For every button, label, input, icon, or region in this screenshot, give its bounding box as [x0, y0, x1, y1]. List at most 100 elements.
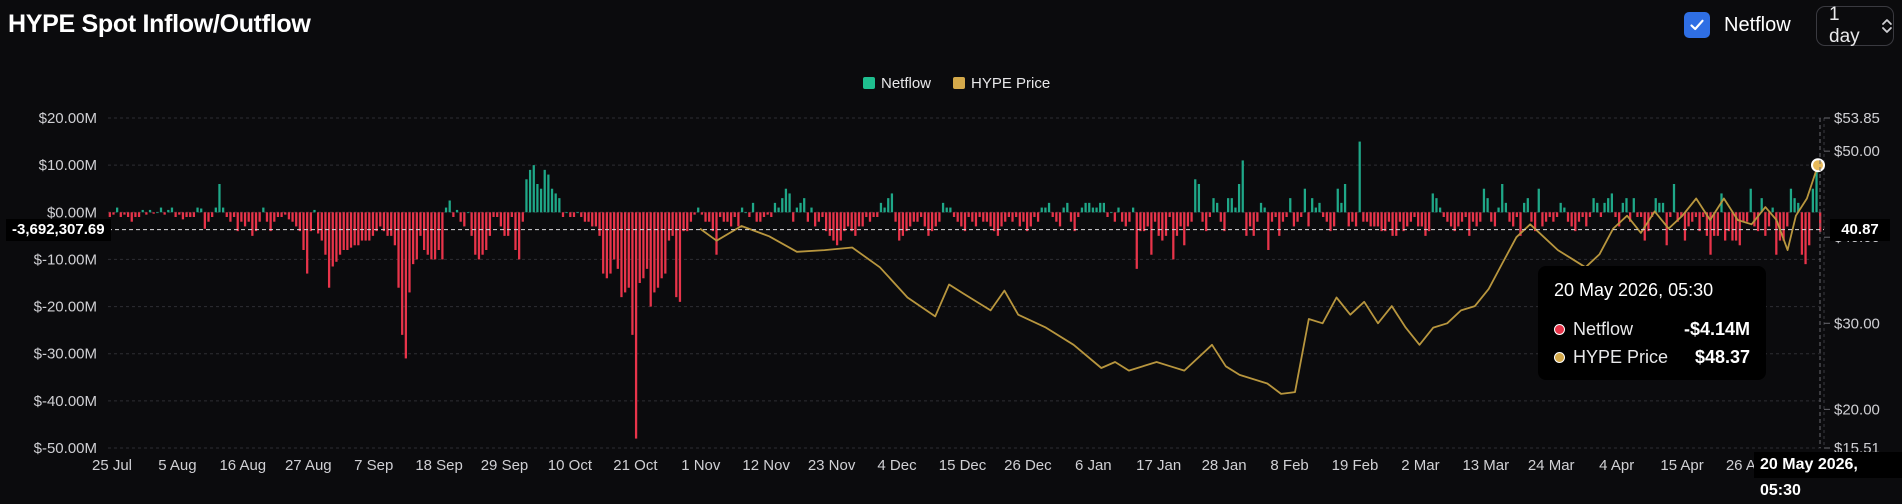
netflow-bar: [883, 207, 886, 213]
y-tick-label: $0.00M: [47, 204, 97, 221]
netflow-bar: [1205, 212, 1208, 232]
netflow-bar: [1080, 207, 1084, 213]
netflow-bar: [1099, 202, 1102, 213]
netflow-bar: [207, 212, 210, 222]
netflow-chart: Netflow HYPE Price $20.00M$10.00M$0.00M$…: [34, 75, 1880, 474]
netflow-bar: [729, 212, 733, 227]
netflow-bar: [1797, 202, 1800, 213]
netflow-bar: [375, 212, 378, 232]
netflow-bar: [404, 212, 407, 359]
netflow-bar: [1713, 212, 1716, 236]
netflow-bar: [1420, 212, 1423, 227]
netflow-bar: [1102, 202, 1106, 213]
netflow-bar: [898, 212, 901, 241]
netflow-bar: [1026, 212, 1029, 232]
netflow-bar: [565, 212, 568, 214]
tooltip-name: Netflow: [1573, 318, 1634, 339]
netflow-bar: [857, 212, 861, 227]
netflow-bar: [700, 212, 704, 215]
netflow-bar: [481, 212, 484, 255]
netflow-bar: [379, 212, 382, 227]
netflow-bar: [1300, 212, 1303, 217]
netflow-bar: [1248, 212, 1252, 227]
netflow-bar: [331, 212, 334, 267]
legend-item-hype-price[interactable]: HYPE Price: [953, 75, 1050, 92]
netflow-dot-icon: [1554, 323, 1565, 335]
netflow-bar: [963, 212, 967, 232]
netflow-bar: [1110, 212, 1113, 214]
netflow-bar: [887, 198, 890, 213]
x-axis: 25 Jul 5 Aug 16 Aug 27 Aug 7 Sep 18 Sep 29 Sep…: [92, 457, 1834, 474]
netflow-bar: [1756, 212, 1760, 232]
netflow-bar: [265, 212, 269, 222]
netflow-bar: [638, 212, 641, 283]
netflow-bar: [591, 212, 594, 227]
netflow-bar: [357, 212, 360, 246]
netflow-bar: [1058, 212, 1062, 227]
netflow-bar: [496, 212, 499, 217]
legend-item-netflow[interactable]: Netflow: [863, 75, 931, 92]
netflow-bar: [682, 212, 685, 232]
tooltip: 20 May 2026, 05:30 Netflow -$4.14M HYPE …: [1538, 266, 1766, 380]
netflow-bar: [112, 212, 115, 215]
netflow-bar: [123, 212, 126, 215]
netflow-bar: [433, 212, 437, 260]
netflow-bar: [1000, 212, 1003, 227]
netflow-bars: [108, 141, 1822, 439]
netflow-bar: [1354, 212, 1358, 227]
netflow-toggle[interactable]: Netflow: [1684, 12, 1791, 38]
x-tick-label: 4 Apr: [1599, 457, 1634, 474]
legend-label-hype-price: HYPE Price: [971, 75, 1050, 92]
netflow-bar: [1183, 212, 1186, 246]
netflow-bar: [503, 212, 506, 236]
netflow-bar: [1241, 160, 1244, 213]
netflow-bar: [258, 212, 261, 222]
netflow-bar: [1311, 198, 1314, 213]
x-tick-label: 24 Mar: [1528, 457, 1575, 474]
netflow-bar: [905, 212, 908, 232]
netflow-bar: [1497, 207, 1500, 213]
netflow-bar: [1153, 212, 1157, 222]
x-tick-label: 15 Apr: [1660, 457, 1703, 474]
netflow-bar: [1022, 212, 1025, 222]
netflow-bar: [1142, 212, 1146, 232]
netflow-bar: [225, 212, 228, 217]
checkbox-checked-icon[interactable]: [1684, 12, 1710, 38]
chevron-updown-icon: [1882, 19, 1892, 33]
netflow-bar: [1530, 212, 1533, 222]
netflow-bar: [1259, 202, 1263, 213]
netflow-bar: [817, 212, 820, 222]
left-y-axis: $20.00M $10.00M $0.00M $-10.00M $-20.00M $-30…: [34, 110, 97, 457]
netflow-bar: [1329, 212, 1332, 232]
netflow-bar: [1760, 198, 1763, 213]
price-series-line: [699, 164, 1819, 395]
netflow-bar: [240, 212, 243, 222]
netflow-bar: [243, 212, 247, 227]
netflow-bar: [408, 212, 411, 293]
netflow-bar: [1062, 207, 1065, 213]
netflow-bar: [192, 212, 196, 217]
netflow-bar: [576, 212, 579, 214]
netflow-bar: [649, 212, 652, 307]
x-tick-label: 27 Aug: [285, 457, 332, 474]
netflow-bar: [1490, 212, 1493, 222]
interval-select[interactable]: 1 day: [1816, 4, 1894, 47]
netflow-bar: [583, 212, 587, 222]
x-tick-label: 19 Feb: [1332, 457, 1379, 474]
crosshair-right-label: 40.87: [1830, 219, 1890, 241]
netflow-bar: [1406, 212, 1409, 227]
netflow-bar: [1654, 198, 1657, 213]
netflow-bar: [1252, 212, 1255, 236]
netflow-bar: [448, 200, 451, 213]
netflow-bar: [342, 212, 345, 250]
netflow-bar: [642, 212, 645, 279]
tooltip-value: -$4.14M: [1683, 318, 1750, 339]
netflow-bar: [901, 212, 905, 236]
netflow-bar: [602, 212, 605, 274]
netflow-bar: [419, 212, 422, 236]
netflow-bar: [130, 212, 133, 222]
netflow-bar: [1724, 212, 1727, 241]
netflow-bar: [1559, 202, 1562, 213]
netflow-bar: [1384, 212, 1387, 232]
netflow-bar: [203, 212, 206, 229]
